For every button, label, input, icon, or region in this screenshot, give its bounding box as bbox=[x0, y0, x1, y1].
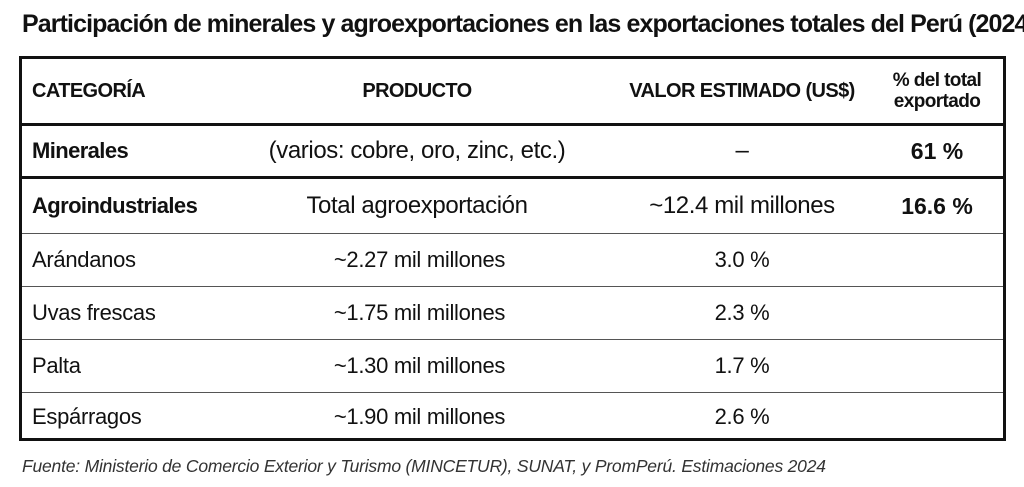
source-footnote: Fuente: Ministerio de Comercio Exterior … bbox=[22, 456, 826, 476]
cell-valor: 1.7 % bbox=[714, 353, 770, 378]
cell-categoria: Palta bbox=[32, 353, 81, 378]
header-valor: VALOR ESTIMADO (US$) bbox=[629, 79, 855, 102]
cell-producto: ~1.75 mil millones bbox=[333, 300, 506, 325]
cell-valor: 2.3 % bbox=[714, 300, 770, 325]
cell-producto: ~1.30 mil millones bbox=[333, 353, 506, 378]
cell-categoria: Uvas frescas bbox=[32, 300, 156, 325]
cell-pct: 61 % bbox=[910, 137, 964, 164]
table-row-minerales: Minerales (varios: cobre, oro, zinc, etc… bbox=[22, 126, 1003, 179]
table-row-agro: Agroindustriales Total agroexportación ~… bbox=[22, 179, 1003, 234]
header-pct-line1: % del total bbox=[892, 70, 982, 91]
header-categoria: CATEGORÍA bbox=[32, 79, 146, 102]
cell-producto: Total agroexportación bbox=[306, 192, 528, 219]
header-producto: PRODUCTO bbox=[362, 79, 472, 102]
cell-pct: 16.6 % bbox=[901, 192, 973, 219]
table-header-row: CATEGORÍA PRODUCTO VALOR ESTIMADO (US$) … bbox=[22, 59, 1003, 126]
table-row: Arándanos ~2.27 mil millones 3.0 % bbox=[22, 234, 1003, 287]
cell-categoria: Arándanos bbox=[32, 247, 136, 272]
header-pct-line2: exportado bbox=[893, 91, 981, 112]
header-pct: % del total exportado bbox=[872, 59, 1002, 123]
cell-producto: (varios: cobre, oro, zinc, etc.) bbox=[268, 137, 566, 164]
cell-valor: 3.0 % bbox=[714, 247, 770, 272]
table-row: Espárragos ~1.90 mil millones 2.6 % bbox=[22, 393, 1003, 441]
table-row: Uvas frescas ~1.75 mil millones 2.3 % bbox=[22, 287, 1003, 340]
table-row: Palta ~1.30 mil millones 1.7 % bbox=[22, 340, 1003, 393]
cell-valor: – bbox=[735, 137, 749, 164]
cell-producto: ~2.27 mil millones bbox=[333, 247, 506, 272]
cell-producto: ~1.90 mil millones bbox=[333, 404, 506, 429]
cell-categoria: Espárragos bbox=[32, 404, 142, 429]
cell-categoria: Minerales bbox=[32, 138, 129, 163]
cell-valor: 2.6 % bbox=[714, 404, 770, 429]
exports-table: CATEGORÍA PRODUCTO VALOR ESTIMADO (US$) … bbox=[19, 56, 1006, 441]
page-title: Participación de minerales y agroexporta… bbox=[22, 10, 1024, 38]
cell-valor: ~12.4 mil millones bbox=[649, 192, 835, 219]
cell-categoria: Agroindustriales bbox=[32, 193, 198, 218]
